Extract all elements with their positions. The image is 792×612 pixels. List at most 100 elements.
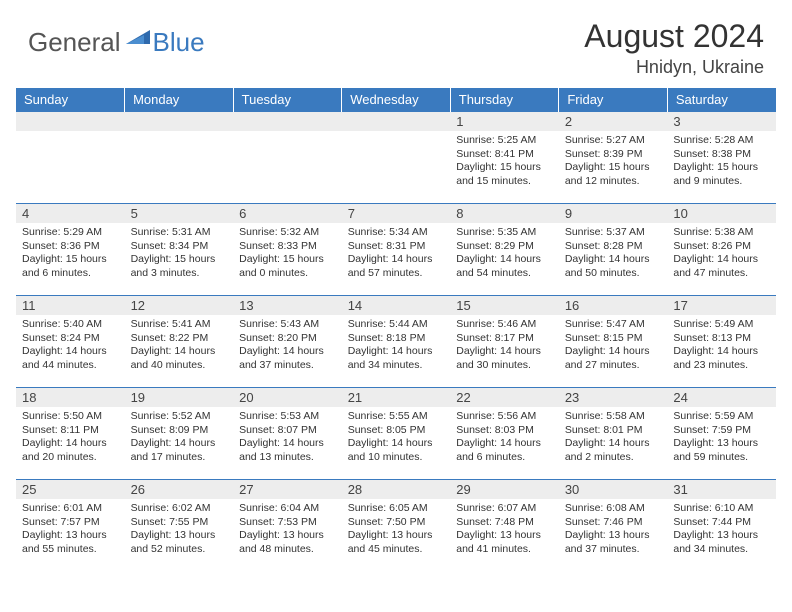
day-number: 11: [16, 296, 125, 315]
calendar-week-row: 25Sunrise: 6:01 AMSunset: 7:57 PMDayligh…: [16, 480, 776, 572]
day-number: 8: [450, 204, 559, 223]
day-number: 3: [667, 112, 776, 131]
day-number: 7: [342, 204, 451, 223]
page-header: General Blue August 2024 Hnidyn, Ukraine: [0, 0, 792, 84]
calendar-day-cell: 26Sunrise: 6:02 AMSunset: 7:55 PMDayligh…: [125, 480, 234, 572]
day-number: 14: [342, 296, 451, 315]
title-block: August 2024 Hnidyn, Ukraine: [584, 18, 764, 78]
calendar-day-cell: 10Sunrise: 5:38 AMSunset: 8:26 PMDayligh…: [667, 204, 776, 296]
calendar-day-cell: [342, 112, 451, 204]
day-number: 2: [559, 112, 668, 131]
calendar-day-cell: [125, 112, 234, 204]
day-details: Sunrise: 5:47 AMSunset: 8:15 PMDaylight:…: [559, 315, 668, 377]
location-label: Hnidyn, Ukraine: [584, 57, 764, 78]
day-details: Sunrise: 6:05 AMSunset: 7:50 PMDaylight:…: [342, 499, 451, 561]
day-number: 31: [667, 480, 776, 499]
day-number: 4: [16, 204, 125, 223]
day-details: Sunrise: 5:27 AMSunset: 8:39 PMDaylight:…: [559, 131, 668, 193]
day-details: Sunrise: 6:08 AMSunset: 7:46 PMDaylight:…: [559, 499, 668, 561]
day-details: Sunrise: 5:41 AMSunset: 8:22 PMDaylight:…: [125, 315, 234, 377]
day-details: Sunrise: 5:32 AMSunset: 8:33 PMDaylight:…: [233, 223, 342, 285]
day-details: Sunrise: 5:46 AMSunset: 8:17 PMDaylight:…: [450, 315, 559, 377]
day-number: 6: [233, 204, 342, 223]
calendar-day-cell: 14Sunrise: 5:44 AMSunset: 8:18 PMDayligh…: [342, 296, 451, 388]
calendar-day-cell: 13Sunrise: 5:43 AMSunset: 8:20 PMDayligh…: [233, 296, 342, 388]
day-number: 13: [233, 296, 342, 315]
month-title: August 2024: [584, 18, 764, 55]
day-details: Sunrise: 5:31 AMSunset: 8:34 PMDaylight:…: [125, 223, 234, 285]
calendar-week-row: 18Sunrise: 5:50 AMSunset: 8:11 PMDayligh…: [16, 388, 776, 480]
day-details: Sunrise: 5:37 AMSunset: 8:28 PMDaylight:…: [559, 223, 668, 285]
empty-day: [16, 112, 125, 131]
calendar-week-row: 11Sunrise: 5:40 AMSunset: 8:24 PMDayligh…: [16, 296, 776, 388]
day-details: Sunrise: 6:07 AMSunset: 7:48 PMDaylight:…: [450, 499, 559, 561]
calendar-week-row: 4Sunrise: 5:29 AMSunset: 8:36 PMDaylight…: [16, 204, 776, 296]
day-details: Sunrise: 5:28 AMSunset: 8:38 PMDaylight:…: [667, 131, 776, 193]
day-number: 20: [233, 388, 342, 407]
weekday-header: Friday: [559, 88, 668, 112]
empty-day: [125, 112, 234, 131]
calendar-day-cell: 15Sunrise: 5:46 AMSunset: 8:17 PMDayligh…: [450, 296, 559, 388]
calendar-day-cell: 7Sunrise: 5:34 AMSunset: 8:31 PMDaylight…: [342, 204, 451, 296]
day-details: Sunrise: 5:52 AMSunset: 8:09 PMDaylight:…: [125, 407, 234, 469]
day-details: Sunrise: 5:29 AMSunset: 8:36 PMDaylight:…: [16, 223, 125, 285]
calendar-day-cell: 30Sunrise: 6:08 AMSunset: 7:46 PMDayligh…: [559, 480, 668, 572]
calendar-day-cell: 16Sunrise: 5:47 AMSunset: 8:15 PMDayligh…: [559, 296, 668, 388]
calendar-day-cell: 11Sunrise: 5:40 AMSunset: 8:24 PMDayligh…: [16, 296, 125, 388]
calendar-day-cell: 31Sunrise: 6:10 AMSunset: 7:44 PMDayligh…: [667, 480, 776, 572]
day-details: Sunrise: 5:56 AMSunset: 8:03 PMDaylight:…: [450, 407, 559, 469]
day-number: 24: [667, 388, 776, 407]
calendar-day-cell: 21Sunrise: 5:55 AMSunset: 8:05 PMDayligh…: [342, 388, 451, 480]
day-details: Sunrise: 5:55 AMSunset: 8:05 PMDaylight:…: [342, 407, 451, 469]
day-details: Sunrise: 6:02 AMSunset: 7:55 PMDaylight:…: [125, 499, 234, 561]
day-details: Sunrise: 5:25 AMSunset: 8:41 PMDaylight:…: [450, 131, 559, 193]
weekday-header: Thursday: [450, 88, 559, 112]
calendar-day-cell: 18Sunrise: 5:50 AMSunset: 8:11 PMDayligh…: [16, 388, 125, 480]
day-details: Sunrise: 5:35 AMSunset: 8:29 PMDaylight:…: [450, 223, 559, 285]
calendar-day-cell: 2Sunrise: 5:27 AMSunset: 8:39 PMDaylight…: [559, 112, 668, 204]
calendar-day-cell: 1Sunrise: 5:25 AMSunset: 8:41 PMDaylight…: [450, 112, 559, 204]
calendar-day-cell: 19Sunrise: 5:52 AMSunset: 8:09 PMDayligh…: [125, 388, 234, 480]
day-number: 28: [342, 480, 451, 499]
day-number: 18: [16, 388, 125, 407]
day-number: 21: [342, 388, 451, 407]
day-number: 30: [559, 480, 668, 499]
calendar-day-cell: 22Sunrise: 5:56 AMSunset: 8:03 PMDayligh…: [450, 388, 559, 480]
day-number: 29: [450, 480, 559, 499]
day-details: Sunrise: 5:43 AMSunset: 8:20 PMDaylight:…: [233, 315, 342, 377]
day-details: Sunrise: 5:59 AMSunset: 7:59 PMDaylight:…: [667, 407, 776, 469]
day-details: Sunrise: 5:50 AMSunset: 8:11 PMDaylight:…: [16, 407, 125, 469]
calendar-body: 1Sunrise: 5:25 AMSunset: 8:41 PMDaylight…: [16, 112, 776, 572]
logo-text-general: General: [28, 27, 121, 58]
calendar-day-cell: 29Sunrise: 6:07 AMSunset: 7:48 PMDayligh…: [450, 480, 559, 572]
day-number: 16: [559, 296, 668, 315]
weekday-header: Monday: [125, 88, 234, 112]
calendar-day-cell: 28Sunrise: 6:05 AMSunset: 7:50 PMDayligh…: [342, 480, 451, 572]
day-number: 26: [125, 480, 234, 499]
day-details: Sunrise: 5:44 AMSunset: 8:18 PMDaylight:…: [342, 315, 451, 377]
weekday-header: Sunday: [16, 88, 125, 112]
day-details: Sunrise: 5:58 AMSunset: 8:01 PMDaylight:…: [559, 407, 668, 469]
day-details: Sunrise: 6:10 AMSunset: 7:44 PMDaylight:…: [667, 499, 776, 561]
calendar-day-cell: 12Sunrise: 5:41 AMSunset: 8:22 PMDayligh…: [125, 296, 234, 388]
calendar-day-cell: [16, 112, 125, 204]
calendar-day-cell: 27Sunrise: 6:04 AMSunset: 7:53 PMDayligh…: [233, 480, 342, 572]
empty-day: [233, 112, 342, 131]
calendar-day-cell: 8Sunrise: 5:35 AMSunset: 8:29 PMDaylight…: [450, 204, 559, 296]
calendar-day-cell: 9Sunrise: 5:37 AMSunset: 8:28 PMDaylight…: [559, 204, 668, 296]
logo-text-blue: Blue: [153, 27, 205, 58]
day-details: Sunrise: 5:34 AMSunset: 8:31 PMDaylight:…: [342, 223, 451, 285]
day-details: Sunrise: 5:40 AMSunset: 8:24 PMDaylight:…: [16, 315, 125, 377]
calendar-day-cell: 3Sunrise: 5:28 AMSunset: 8:38 PMDaylight…: [667, 112, 776, 204]
day-number: 22: [450, 388, 559, 407]
calendar-day-cell: 4Sunrise: 5:29 AMSunset: 8:36 PMDaylight…: [16, 204, 125, 296]
day-number: 23: [559, 388, 668, 407]
day-number: 9: [559, 204, 668, 223]
empty-day: [342, 112, 451, 131]
calendar-day-cell: 6Sunrise: 5:32 AMSunset: 8:33 PMDaylight…: [233, 204, 342, 296]
weekday-header: Wednesday: [342, 88, 451, 112]
calendar-day-cell: 17Sunrise: 5:49 AMSunset: 8:13 PMDayligh…: [667, 296, 776, 388]
day-number: 12: [125, 296, 234, 315]
day-number: 10: [667, 204, 776, 223]
day-number: 19: [125, 388, 234, 407]
